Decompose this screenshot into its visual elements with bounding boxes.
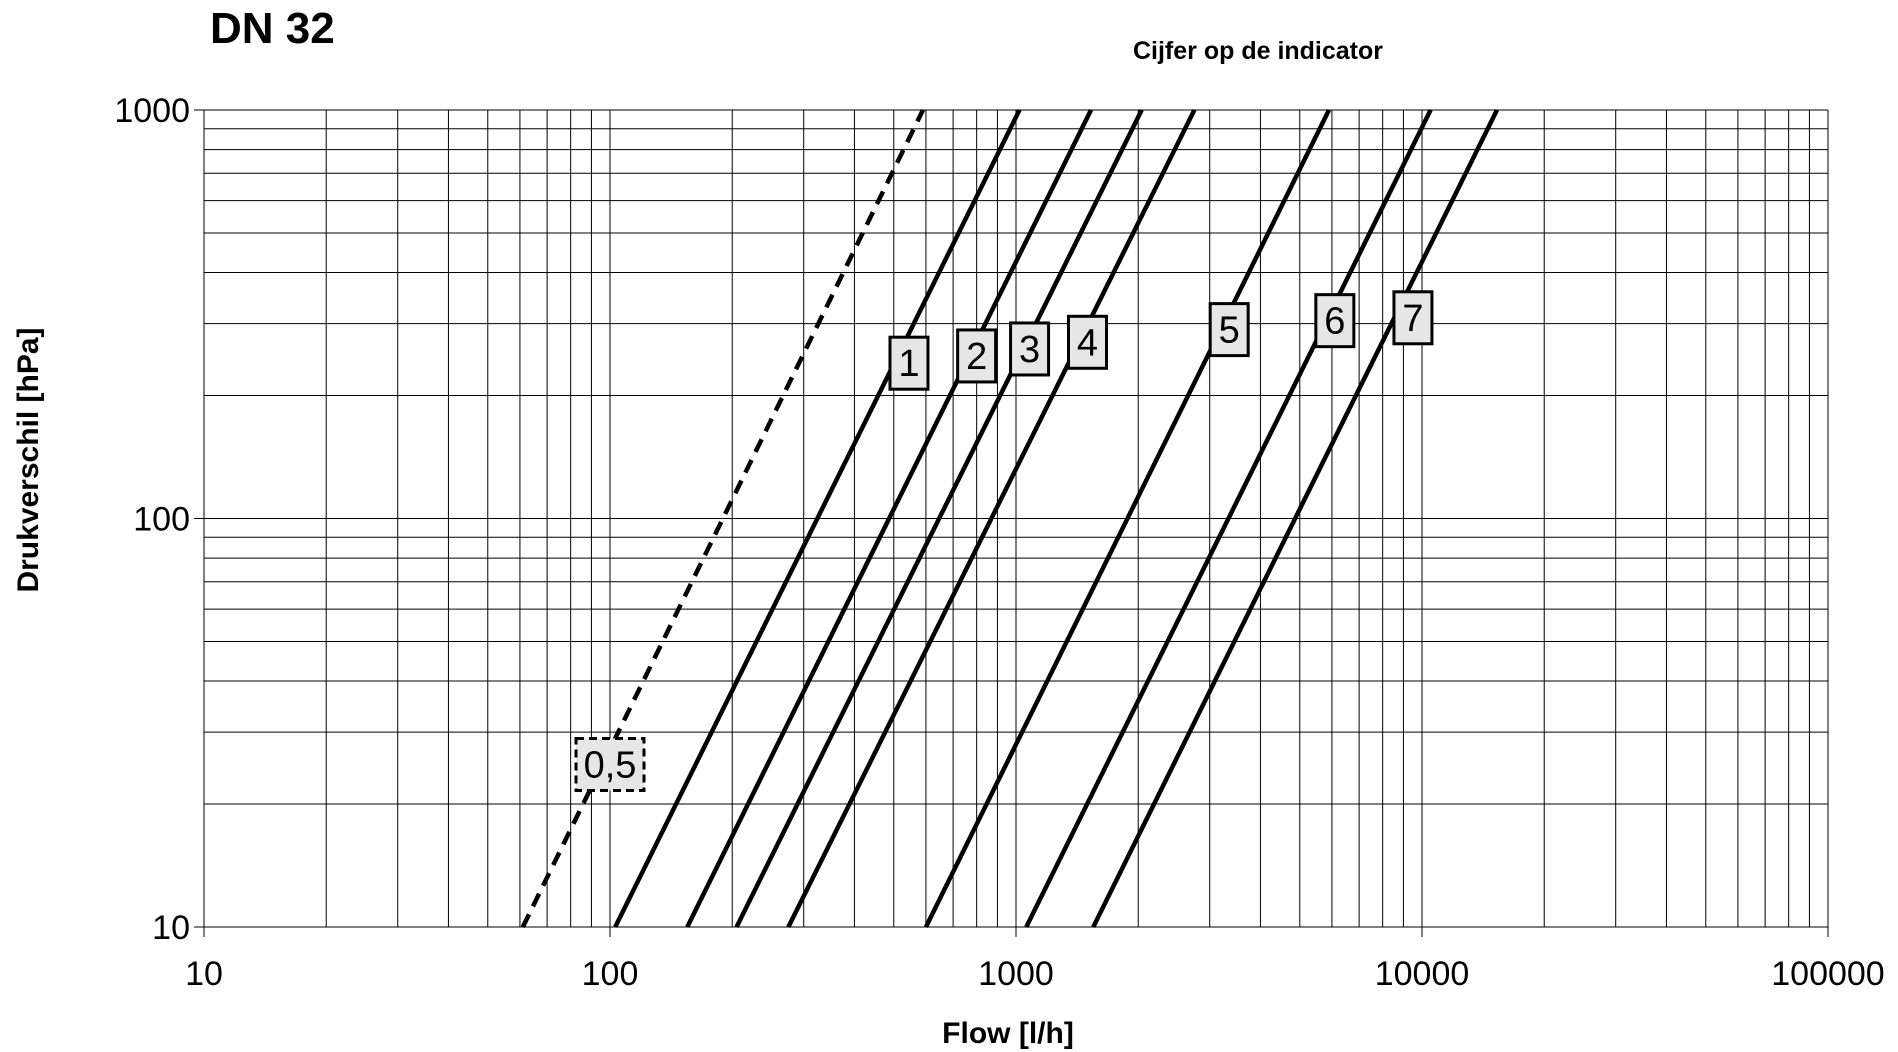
- series-line-7: [1091, 109, 1500, 928]
- y-tick-label: 100: [133, 501, 190, 539]
- series-line-6: [1024, 109, 1433, 928]
- y-tick-label: 1000: [114, 92, 190, 130]
- chart-subtitle: Cijfer op de indicator: [1133, 37, 1383, 65]
- chart-title: DN 32: [210, 4, 335, 53]
- x-tick-label: 10000: [1375, 955, 1470, 993]
- tick-labels: 10 100 1000 10000 100000 10 100 1000: [114, 92, 1884, 993]
- series-label: 7: [1402, 298, 1423, 340]
- x-tick-label: 100000: [1771, 955, 1884, 993]
- x-tick-label: 1000: [978, 955, 1054, 993]
- series-line-1: [613, 109, 1022, 928]
- series-label-box: [574, 736, 646, 792]
- series-line-5: [923, 109, 1331, 928]
- series-label-box: [888, 335, 930, 391]
- series-label-box: [956, 328, 998, 384]
- x-tick-label: 100: [582, 955, 639, 993]
- grid: [194, 109, 1829, 937]
- series-label: 4: [1077, 322, 1098, 364]
- series-label: 2: [966, 336, 987, 378]
- series-label: 3: [1019, 329, 1040, 371]
- series-label: 0,5: [584, 744, 637, 786]
- series-line-2: [685, 109, 1094, 928]
- y-tick-label: 10: [152, 909, 190, 947]
- y-axis-title: Drukverschil [hPa]: [12, 327, 45, 592]
- series-label-box: [1392, 290, 1434, 346]
- series-label: 1: [898, 343, 919, 385]
- series-line-3: [734, 109, 1144, 928]
- series-label-box: [1066, 314, 1108, 370]
- series-label: 5: [1219, 310, 1240, 352]
- series-label-box: [1314, 293, 1356, 349]
- x-axis-title: Flow [l/h]: [942, 1017, 1074, 1050]
- series-labels: 0,5 1 2 3 4 5 6 7: [574, 290, 1434, 792]
- series-label: 6: [1324, 301, 1345, 343]
- x-tick-label: 10: [185, 955, 223, 993]
- series-label-box: [1009, 321, 1051, 377]
- series-line-4: [786, 108, 1197, 929]
- series-label-box: [1208, 302, 1250, 358]
